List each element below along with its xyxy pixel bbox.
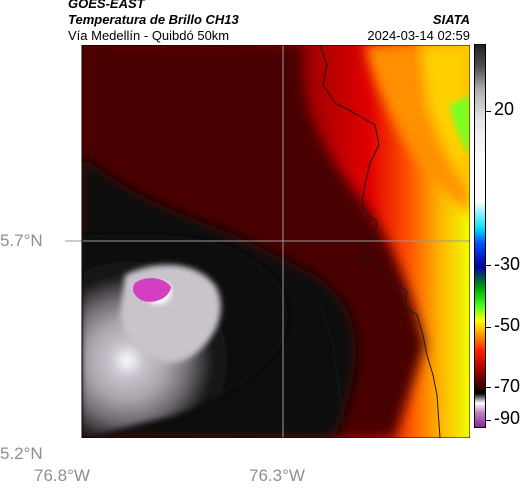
title-route: Vía Medellín - Quibdó 50km [68, 28, 230, 43]
colorbar-label: -90 [494, 408, 521, 428]
colorbar-tick [486, 265, 491, 266]
colorbar [474, 44, 486, 428]
lat-label-5-2: 5.2°N [0, 444, 43, 463]
colorbar-tick [486, 420, 491, 421]
colorbar-tick [486, 327, 491, 328]
colorbar-label: 20 [494, 99, 515, 119]
title-product: Temperatura de Brillo CH13 [68, 12, 239, 27]
lon-label-76-3: 76.3°W [249, 466, 305, 485]
lat-label-5-7: 5.7°N [0, 231, 43, 250]
colorbar-label: -70 [494, 376, 521, 396]
colorbar-tick [486, 387, 491, 388]
datetime-label: 2024-03-14 02:59 [367, 28, 470, 43]
colorbar-label: -30 [494, 254, 521, 274]
colorbar-label: -50 [494, 315, 521, 335]
title-source: GOES-EAST [68, 0, 145, 11]
colorbar-tick [486, 111, 491, 112]
lon-label-76-8: 76.8°W [34, 466, 90, 485]
satellite-map [65, 45, 470, 438]
org-label: SIATA [432, 12, 470, 27]
